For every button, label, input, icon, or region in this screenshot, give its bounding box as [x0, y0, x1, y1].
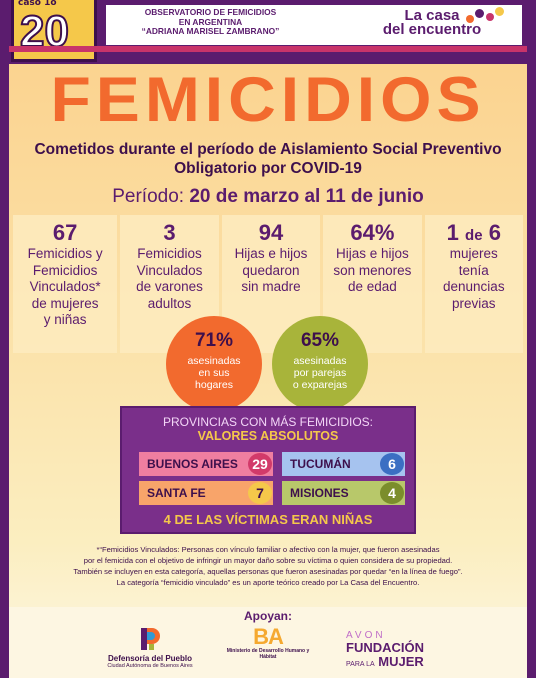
main-title: FEMICIDIOS	[50, 63, 486, 135]
org-name-line1: La casa	[404, 7, 460, 24]
header-box: OBSERVATORIO DE FEMICIDIOS EN ARGENTINA …	[104, 3, 524, 47]
observatory-line: EN ARGENTINA	[178, 16, 243, 27]
subtitle-line: Cometidos durante el período de Aislamie…	[34, 141, 502, 158]
province-count: 4	[380, 482, 404, 504]
stat-femicidios: 67 Femicidios y Femicidios Vinculados* de m…	[13, 215, 118, 353]
circle-hogares: 71% asesinadas en sus hogares	[166, 316, 262, 412]
period: Período: 20 de marzo al 11 de junio	[9, 186, 527, 208]
provinces-box: PROVINCIAS CON MÁS FEMICIDIOS: VALORES A…	[120, 406, 416, 534]
defensoria-sub: Ciudad Autónoma de Buenos Aires	[107, 663, 193, 669]
stat-text: Femicidios Vinculados de varones adultos	[136, 246, 203, 311]
stat-text: Hijas e hijos son menores de edad	[333, 246, 412, 295]
province-tucuman: TUCUMÁN 6	[282, 452, 405, 476]
sponsor-avon: AVON FUNDACIÓN PARA LA MUJER	[346, 630, 456, 670]
stat-value: 3	[163, 220, 176, 245]
stat-denuncias-previas: 1 de 6 mujeres tenía denuncias previas	[424, 215, 524, 353]
provinces-heading: PROVINCIAS CON MÁS FEMICIDIOS:	[162, 415, 374, 429]
stat-text: Femicidios y Femicidios Vinculados* de muje…	[27, 246, 103, 327]
stat-text: mujeres tenía denuncias previas	[443, 246, 505, 311]
province-name: MISIONES	[290, 486, 349, 500]
province-name: TUCUMÁN	[290, 457, 351, 471]
badge-corner-text: caso 1o	[18, 0, 57, 8]
avon-label: AVON	[346, 630, 386, 641]
stat-value: 67	[52, 220, 78, 245]
fundacion-line2: PARA LA MUJER	[346, 654, 424, 670]
observatory-line: “ADRIANA MARISEL ZAMBRANO”	[141, 26, 280, 37]
footnote: *“Femicidios Vinculados: Personas con ví…	[73, 545, 463, 587]
logo-dots-icon	[466, 7, 506, 25]
infographic-poster: caso 1o 20 OBSERVATORIO DE FEMICIDIOS EN…	[9, 0, 527, 678]
defensoria-title: Defensoría del Pueblo	[107, 654, 193, 663]
province-count: 29	[248, 453, 272, 475]
sponsor-ministerio: BA Ministerio de Desarrollo Humano y Háb…	[225, 624, 311, 661]
period-value: 20 de marzo al 11 de junio	[189, 186, 424, 207]
province-santa-fe: SANTA FE 7	[139, 481, 273, 505]
circle-pct: 65%	[300, 330, 340, 351]
province-name: SANTA FE	[147, 486, 206, 500]
circle-label: asesinadas en sus hogares	[187, 355, 241, 392]
header-bar: caso 1o 20 OBSERVATORIO DE FEMICIDIOS EN…	[9, 0, 527, 64]
subtitle: Cometidos durante el período de Aislamie…	[9, 141, 527, 178]
province-count: 7	[248, 482, 272, 504]
circle-parejas: 65% asesinadas por parejas o exparejas	[272, 316, 368, 412]
province-count: 6	[380, 453, 404, 475]
province-name: BUENOS AIRES	[147, 457, 238, 471]
org-name: La casa del encuentro	[362, 7, 502, 39]
stat-value: 64%	[350, 220, 395, 245]
sponsors-label: Apoyan:	[244, 609, 292, 623]
observatory-title: OBSERVATORIO DE FEMICIDIOS EN ARGENTINA …	[118, 7, 303, 37]
subtitle-line: Obligatorio por COVID-19	[174, 159, 362, 177]
stat-value: 1 de 6	[446, 220, 501, 245]
ministerio-sub: Ministerio de Desarrollo Humano y Hábita…	[226, 648, 310, 660]
fundacion-line1: FUNDACIÓN	[346, 640, 424, 655]
year-badge: caso 1o 20	[11, 0, 97, 62]
sponsors-band	[9, 607, 527, 678]
la-casa-del-encuentro-logo: La casa del encuentro	[362, 7, 512, 45]
ministerio-logo: BA	[253, 624, 284, 649]
period-label: Período:	[112, 186, 185, 207]
org-name-line2: del encuentro	[382, 21, 482, 39]
provinces-subheading: VALORES ABSOLUTOS	[197, 429, 339, 443]
sponsor-defensoria: Defensoría del Pueblo Ciudad Autónoma de…	[95, 626, 205, 669]
province-misiones: MISIONES 4	[282, 481, 405, 505]
circle-pct: 71%	[194, 330, 234, 351]
left-edge-bar	[0, 607, 9, 678]
provinces-footer: 4 DE LAS VÍCTIMAS ERAN NIÑAS	[163, 512, 373, 527]
circle-label: asesinadas por parejas o exparejas	[292, 355, 348, 392]
stat-text: Hijas e hijos quedaron sin madre	[234, 246, 308, 295]
header-stripe	[9, 46, 527, 52]
province-buenos-aires: BUENOS AIRES 29	[139, 452, 273, 476]
observatory-line: OBSERVATORIO DE FEMICIDIOS	[144, 7, 277, 17]
stat-value: 94	[258, 220, 284, 245]
stats-row: 67 Femicidios y Femicidios Vinculados* de m…	[13, 215, 524, 353]
defensoria-logo-icon	[139, 626, 161, 652]
